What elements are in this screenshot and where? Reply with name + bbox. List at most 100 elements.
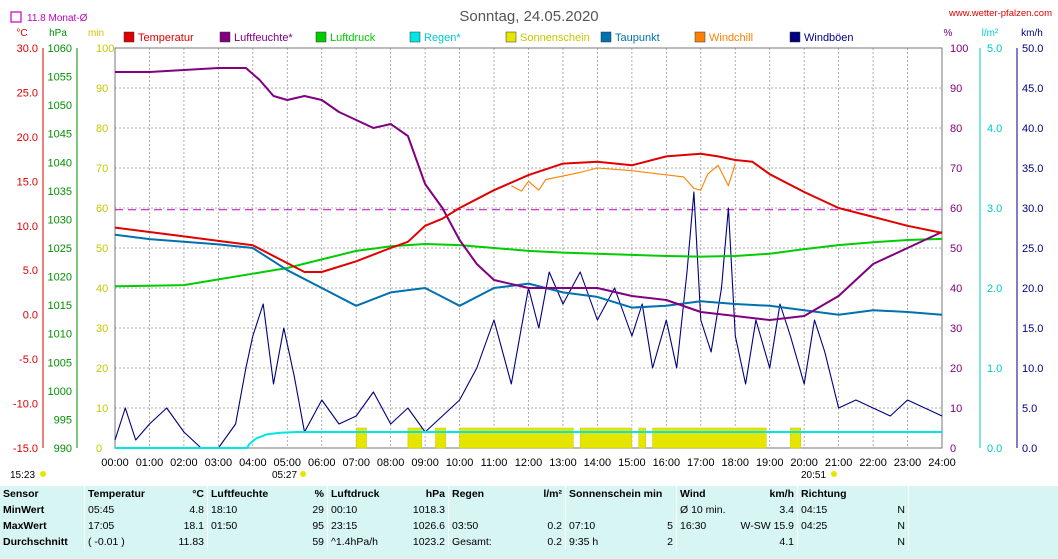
axis-tick-wind: 5.0 [1022,403,1037,415]
axis-tick-sunshine: 60 [96,203,108,215]
stats-cell-temp-time: ( -0.01 ) [84,534,153,550]
sunshine-block [355,427,367,449]
stats-cell-rain-time: Gesamt: [448,534,517,550]
axis-tick-humidity: 0 [950,443,956,455]
legend-item: Luftfeuchte* [219,31,293,44]
stats-cell-sun-time [564,502,648,518]
axis-tick-humidity: 60 [950,203,962,215]
sunrise-time: 05:27 [272,470,297,481]
axis-tick-temperature: 5.0 [23,265,38,277]
stats-cell-label: MinWert [3,504,45,516]
axis-unit-sunshine: min [88,28,104,39]
axis-tick-wind: 35.0 [1022,163,1043,175]
legend-item: Regen* [409,31,461,44]
axis-unit-humidity: % [944,28,953,39]
axis-tick-temperature: 20.0 [17,132,38,144]
axis-tick-sunshine: 50 [96,243,108,255]
stats-cell-hum-time: 18:10 [207,502,276,518]
x-tick-label: 21:00 [825,457,853,469]
stats-cell-sun-time: 07:10 [564,518,648,534]
legend-swatch [505,31,517,43]
axis-tick-humidity: 100 [950,43,968,55]
axis-tick-temperature: -10.0 [13,399,38,411]
axis-tick-sunshine: 10 [96,403,108,415]
stats-cell-wind-val: W-SW 15.9 [740,520,794,532]
stats-header-press: Luftdruck [327,486,402,502]
x-tick-label: 18:00 [721,457,749,469]
stats-header-temp-unit: °C [192,488,204,500]
legend-label: Sonnenschein [520,32,590,44]
stats-header-hum-unit: % [314,488,324,500]
x-tick-label: 19:00 [756,457,784,469]
stats-cell-hum-val: 95 [312,520,324,532]
legend-item: Temperatur [123,31,194,44]
axis-tick-sunshine: 20 [96,363,108,375]
legend-label: Regen* [424,32,461,44]
stats-cell-press-time: ^1.4hPa/h [327,534,402,550]
sunshine-block [435,427,447,449]
stats-cell-dir-val: N [897,504,905,516]
sunshine-block [638,427,646,449]
x-tick-label: 10:00 [446,457,474,469]
x-tick-label: 24:00 [928,457,956,469]
stats-cell-temp-val: 4.8 [189,504,204,516]
axis-tick-humidity: 20 [950,363,962,375]
legend-swatch [219,31,231,43]
axis-tick-wind: 40.0 [1022,123,1043,135]
axis-tick-rain: 5.0 [987,43,1002,55]
axis-tick-pressure: 1025 [48,243,72,255]
axis-tick-pressure: 1020 [48,272,72,284]
axis-tick-sunshine: 0 [96,443,102,455]
stats-cell-wind-val: 4.1 [779,536,794,548]
legend-label: Luftdruck [330,32,376,44]
axis-tick-temperature: 0.0 [23,310,38,322]
axis-tick-humidity: 40 [950,283,962,295]
stats-header-sun: Sonnenschein min [565,486,677,502]
axis-tick-pressure: 1000 [48,386,72,398]
site-link[interactable]: www.wetter-pfalzen.com [948,8,1052,19]
stats-cell-hum-time [207,534,276,550]
x-tick-label: 12:00 [515,457,543,469]
axis-tick-pressure: 995 [54,414,72,426]
axis-tick-pressure: 1005 [48,357,72,369]
x-tick-label: 01:00 [136,457,164,469]
weather-chart: 30.0 25.0 20.0 15.0 10.0 5.0 0.0 -5.0 -10.0 -15.0… [10,8,1052,481]
stats-cell-temp-time: 17:05 [84,518,153,534]
stats-cell-dir-time [797,534,866,550]
axis-tick-rain: 4.0 [987,123,1002,135]
legend-swatch [600,31,612,43]
current-time: 15:23 [10,470,35,481]
stats-cell-wind-time: Ø 10 min. [676,502,733,518]
chart-title: Sonntag, 24.05.2020 [459,8,598,25]
axis-tick-rain: 1.0 [987,363,1002,375]
series-line-luftdruck [114,237,943,288]
x-tick-label: 14:00 [584,457,612,469]
axis-tick-pressure: 1040 [48,157,72,169]
axis-tick-rain: 0.0 [987,443,1002,455]
stats-header-wind: Wind [676,486,733,502]
axis-tick-humidity: 10 [950,403,962,415]
axis-tick-wind: 45.0 [1022,83,1043,95]
x-tick-label: 15:00 [618,457,646,469]
stats-row: Durchschnitt ( -0.01 ) 11.83 59 ^1.4hPa/h 102… [0,534,1045,550]
axis-tick-wind: 0.0 [1022,443,1037,455]
axis-tick-wind: 10.0 [1022,363,1043,375]
sunrise-icon [300,471,306,477]
x-tick-label: 09:00 [411,457,439,469]
axis-tick-pressure: 1035 [48,186,72,198]
stats-cell-sun-val: 2 [667,536,673,548]
legend-label: Windchill [709,32,753,44]
legend-swatch [789,31,801,43]
axis-tick-sunshine: 40 [96,283,108,295]
axis-tick-temperature: -5.0 [19,354,38,366]
axis-tick-temperature: -15.0 [13,443,38,455]
stats-cell-label: Durchschnitt [3,536,68,548]
axis-tick-wind: 30.0 [1022,203,1043,215]
monthly-avg-marker-icon [10,11,22,23]
stats-cell-temp-val: 18.1 [183,520,204,532]
chart-series [114,67,943,449]
stats-cell-rain-val: 0.2 [547,520,562,532]
x-tick-label: 22:00 [859,457,887,469]
axis-tick-pressure: 990 [54,443,72,455]
legend-swatch [315,31,327,43]
